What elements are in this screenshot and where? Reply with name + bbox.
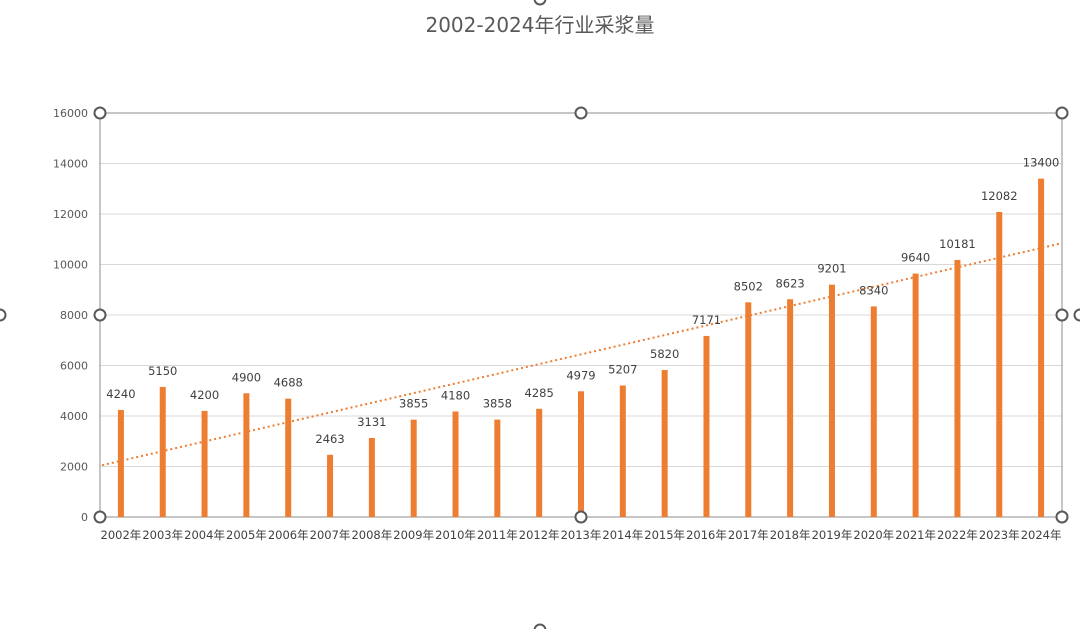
bar — [536, 408, 543, 517]
x-tick-label: 2024年 — [1021, 528, 1062, 542]
bars — [117, 178, 1045, 517]
bar — [117, 409, 124, 517]
bar — [410, 419, 417, 517]
data-label: 5820 — [650, 347, 679, 361]
bar — [285, 398, 292, 517]
resize-handle[interactable] — [93, 510, 107, 524]
x-tick-label: 2005年 — [226, 528, 267, 542]
bar — [870, 306, 877, 517]
bar — [327, 454, 334, 517]
x-tick-label: 2004年 — [184, 528, 225, 542]
data-label: 4688 — [274, 376, 303, 390]
y-tick-label: 10000 — [53, 259, 88, 272]
x-tick-label: 2006年 — [268, 528, 309, 542]
data-label: 3131 — [357, 415, 386, 429]
x-tick-label: 2013年 — [561, 528, 602, 542]
x-tick-label: 2012年 — [519, 528, 560, 542]
data-label: 8502 — [734, 279, 763, 293]
bar — [159, 386, 166, 517]
bar — [494, 419, 501, 517]
bar — [912, 273, 919, 517]
y-axis-ticks: 0 2000 4000 6000 8000 10000 12000 14000 16000 — [53, 107, 88, 524]
y-tick-label: 12000 — [53, 208, 88, 221]
x-tick-label: 2003年 — [142, 528, 183, 542]
data-label: 9201 — [817, 262, 846, 276]
x-tick-label: 2023年 — [979, 528, 1020, 542]
resize-handle[interactable] — [574, 106, 588, 120]
bar — [578, 391, 584, 517]
x-tick-label: 2016年 — [686, 528, 727, 542]
bar — [368, 437, 375, 517]
resize-handle[interactable] — [0, 308, 7, 322]
data-label: 9640 — [901, 251, 930, 265]
trendline-layer — [101, 242, 1061, 467]
data-label: 4180 — [441, 388, 470, 402]
bar — [619, 385, 626, 517]
data-label: 2463 — [315, 432, 344, 446]
data-label: 3858 — [483, 397, 512, 411]
y-tick-label: 2000 — [60, 461, 88, 474]
trendline — [101, 242, 1061, 467]
y-tick-label: 0 — [81, 511, 88, 524]
resize-handle[interactable] — [1073, 308, 1080, 322]
data-label: 10181 — [939, 237, 976, 251]
bar — [452, 411, 459, 517]
data-label: 12082 — [981, 189, 1018, 203]
bar — [745, 302, 752, 517]
x-tick-label: 2010年 — [435, 528, 476, 542]
resize-handle[interactable] — [93, 308, 107, 322]
bar — [787, 299, 794, 517]
resize-handle[interactable] — [533, 623, 547, 629]
x-tick-label: 2021年 — [895, 528, 936, 542]
data-label: 3855 — [399, 397, 428, 411]
bar — [1038, 178, 1045, 517]
x-tick-label: 2015年 — [644, 528, 685, 542]
x-tick-label: 2019年 — [812, 528, 853, 542]
x-tick-label: 2009年 — [393, 528, 434, 542]
bar — [703, 335, 710, 517]
data-label: 4200 — [190, 388, 219, 402]
data-label: 5207 — [608, 363, 637, 377]
bar — [954, 259, 961, 517]
x-tick-label: 2022年 — [937, 528, 978, 542]
data-label: 4240 — [106, 387, 135, 401]
x-tick-label: 2011年 — [477, 528, 518, 542]
data-label: 7171 — [692, 313, 721, 327]
bar — [996, 211, 1003, 517]
data-labels: 4240 5150 4200 4900 4688 2463 3131 3855 4180 3858… — [106, 156, 1059, 446]
resize-handle[interactable] — [1055, 510, 1069, 524]
bar — [828, 284, 835, 517]
data-label: 4900 — [232, 370, 261, 384]
y-tick-label: 16000 — [53, 107, 88, 120]
x-tick-label: 2002年 — [101, 528, 142, 542]
y-tick-label: 6000 — [60, 360, 88, 373]
resize-handle[interactable] — [574, 510, 588, 524]
x-tick-label: 2007年 — [310, 528, 351, 542]
resize-handle[interactable] — [93, 106, 107, 120]
bar — [243, 393, 250, 517]
data-label: 8340 — [859, 283, 888, 297]
x-tick-label: 2020年 — [853, 528, 894, 542]
data-label: 8623 — [775, 276, 804, 290]
data-label: 13400 — [1023, 156, 1060, 170]
bar — [661, 370, 668, 517]
x-tick-label: 2017年 — [728, 528, 769, 542]
resize-handle[interactable] — [533, 0, 547, 6]
resize-handle[interactable] — [1055, 106, 1069, 120]
x-tick-label: 2008年 — [351, 528, 392, 542]
y-tick-label: 8000 — [60, 309, 88, 322]
y-tick-label: 14000 — [53, 158, 88, 171]
bar — [201, 410, 208, 517]
data-label: 5150 — [148, 364, 177, 378]
y-tick-label: 4000 — [60, 410, 88, 423]
data-label: 4285 — [525, 386, 554, 400]
x-tick-label: 2018年 — [770, 528, 811, 542]
data-label: 4979 — [566, 368, 595, 382]
chart-title: 2002-2024年行业采浆量 — [425, 13, 654, 37]
x-axis-ticks: 2002年 2003年 2004年 2005年 2006年 2007年 2008年 2009年… — [101, 528, 1062, 542]
resize-handle[interactable] — [1055, 308, 1069, 322]
x-tick-label: 2014年 — [602, 528, 643, 542]
